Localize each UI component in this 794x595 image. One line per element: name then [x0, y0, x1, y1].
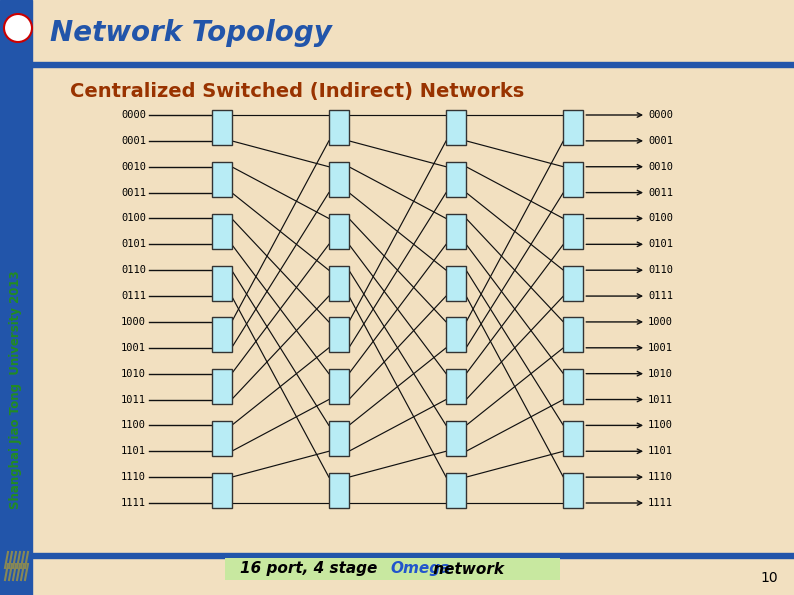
- Bar: [564, 369, 584, 404]
- Text: 1011: 1011: [121, 394, 146, 405]
- Text: 1111: 1111: [121, 498, 146, 508]
- Bar: [564, 214, 584, 249]
- Bar: [212, 266, 232, 300]
- Text: 0001: 0001: [121, 136, 146, 146]
- Text: 0110: 0110: [648, 265, 673, 275]
- Text: 0011: 0011: [121, 187, 146, 198]
- Text: Centralized Switched (Indirect) Networks: Centralized Switched (Indirect) Networks: [70, 83, 524, 102]
- Bar: [329, 111, 349, 145]
- Text: Omega: Omega: [390, 562, 450, 577]
- Text: 0110: 0110: [121, 265, 146, 275]
- Text: 0111: 0111: [121, 291, 146, 301]
- Bar: [446, 421, 466, 456]
- Bar: [212, 369, 232, 404]
- Text: 0010: 0010: [648, 162, 673, 172]
- Bar: [212, 214, 232, 249]
- Bar: [32, 0, 794, 62]
- Text: 1000: 1000: [121, 317, 146, 327]
- Text: 0000: 0000: [121, 110, 146, 120]
- Bar: [212, 472, 232, 508]
- Text: 1101: 1101: [121, 446, 146, 456]
- Text: 1001: 1001: [648, 343, 673, 353]
- Bar: [212, 162, 232, 197]
- Text: 1001: 1001: [121, 343, 146, 353]
- Bar: [0, 558, 794, 595]
- Text: 10: 10: [761, 571, 778, 585]
- Bar: [329, 317, 349, 352]
- Text: 0010: 0010: [121, 162, 146, 172]
- Bar: [212, 111, 232, 145]
- Text: 1011: 1011: [648, 394, 673, 405]
- Text: 1010: 1010: [121, 369, 146, 378]
- Bar: [564, 162, 584, 197]
- Bar: [446, 162, 466, 197]
- Bar: [329, 421, 349, 456]
- Text: 1111: 1111: [648, 498, 673, 508]
- Bar: [32, 62, 794, 67]
- Text: 0001: 0001: [648, 136, 673, 146]
- Text: 1100: 1100: [121, 421, 146, 430]
- Text: 1101: 1101: [648, 446, 673, 456]
- Bar: [329, 369, 349, 404]
- Text: Network Topology: Network Topology: [50, 19, 332, 47]
- Bar: [446, 214, 466, 249]
- Text: 0011: 0011: [648, 187, 673, 198]
- Text: Shanghai Jiao Tong  University 2013: Shanghai Jiao Tong University 2013: [10, 271, 22, 509]
- Bar: [564, 111, 584, 145]
- Text: 0101: 0101: [121, 239, 146, 249]
- Text: 1000: 1000: [648, 317, 673, 327]
- Text: 1100: 1100: [648, 421, 673, 430]
- Text: 0000: 0000: [648, 110, 673, 120]
- Bar: [446, 266, 466, 300]
- Bar: [446, 111, 466, 145]
- Bar: [329, 214, 349, 249]
- Bar: [564, 472, 584, 508]
- Text: 0100: 0100: [648, 214, 673, 224]
- Bar: [212, 317, 232, 352]
- Text: network: network: [428, 562, 504, 577]
- Text: 0111: 0111: [648, 291, 673, 301]
- Text: 0101: 0101: [648, 239, 673, 249]
- Bar: [446, 472, 466, 508]
- Bar: [564, 317, 584, 352]
- Text: 1010: 1010: [648, 369, 673, 378]
- Bar: [0, 553, 794, 558]
- Bar: [329, 162, 349, 197]
- Bar: [329, 266, 349, 300]
- Text: 1110: 1110: [121, 472, 146, 482]
- Bar: [212, 421, 232, 456]
- Bar: [564, 421, 584, 456]
- Text: 1110: 1110: [648, 472, 673, 482]
- Bar: [446, 369, 466, 404]
- Bar: [0, 0, 32, 595]
- Bar: [564, 266, 584, 300]
- Circle shape: [4, 14, 32, 42]
- Text: 0100: 0100: [121, 214, 146, 224]
- FancyBboxPatch shape: [225, 558, 560, 580]
- Text: 16 port, 4 stage: 16 port, 4 stage: [240, 562, 383, 577]
- Bar: [329, 472, 349, 508]
- Bar: [446, 317, 466, 352]
